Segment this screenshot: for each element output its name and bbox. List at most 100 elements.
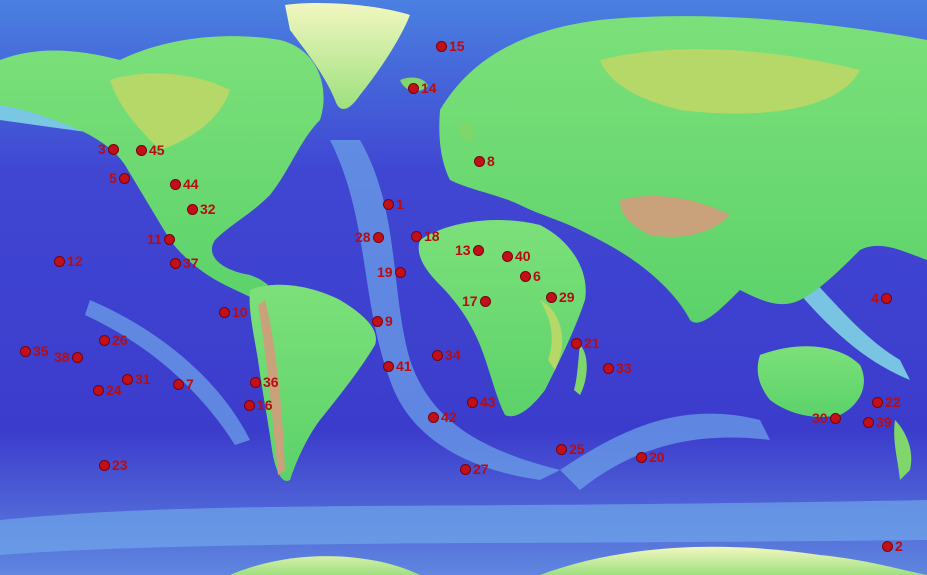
marker-dot-icon bbox=[436, 41, 447, 52]
marker-dot-icon bbox=[118, 173, 130, 184]
marker-label: 23 bbox=[112, 457, 128, 473]
marker-dot-icon bbox=[383, 199, 394, 210]
site-marker-42[interactable]: 42 bbox=[428, 408, 457, 426]
site-marker-20[interactable]: 20 bbox=[636, 448, 665, 466]
site-marker-13[interactable]: 13 bbox=[455, 241, 484, 259]
marker-dot-icon bbox=[170, 258, 181, 269]
greenland-land bbox=[285, 3, 410, 110]
site-marker-27[interactable]: 27 bbox=[460, 460, 489, 478]
marker-label: 3 bbox=[98, 141, 106, 157]
marker-dot-icon bbox=[636, 452, 647, 463]
site-marker-35[interactable]: 35 bbox=[20, 342, 49, 360]
site-marker-24[interactable]: 24 bbox=[93, 381, 122, 399]
site-marker-12[interactable]: 12 bbox=[54, 252, 83, 270]
marker-label: 26 bbox=[112, 332, 128, 348]
marker-dot-icon bbox=[93, 385, 104, 396]
marker-label: 12 bbox=[67, 253, 83, 269]
site-marker-1[interactable]: 1 bbox=[383, 195, 404, 213]
site-marker-3[interactable]: 3 bbox=[98, 140, 119, 158]
site-marker-21[interactable]: 21 bbox=[571, 334, 600, 352]
marker-label: 25 bbox=[569, 441, 585, 457]
site-marker-18[interactable]: 18 bbox=[411, 227, 440, 245]
marker-label: 31 bbox=[135, 371, 151, 387]
marker-label: 29 bbox=[559, 289, 575, 305]
site-marker-43[interactable]: 43 bbox=[467, 393, 496, 411]
marker-label: 34 bbox=[445, 347, 461, 363]
site-marker-37[interactable]: 37 bbox=[170, 254, 199, 272]
site-marker-16[interactable]: 16 bbox=[244, 396, 273, 414]
marker-label: 42 bbox=[441, 409, 457, 425]
site-marker-8[interactable]: 8 bbox=[474, 152, 495, 170]
marker-dot-icon bbox=[460, 464, 471, 475]
marker-dot-icon bbox=[571, 338, 582, 349]
marker-label: 7 bbox=[186, 376, 194, 392]
site-marker-45[interactable]: 45 bbox=[136, 141, 165, 159]
marker-dot-icon bbox=[122, 374, 133, 385]
site-marker-41[interactable]: 41 bbox=[383, 357, 412, 375]
marker-label: 24 bbox=[106, 382, 122, 398]
marker-dot-icon bbox=[136, 145, 147, 156]
site-marker-25[interactable]: 25 bbox=[556, 440, 585, 458]
marker-dot-icon bbox=[556, 444, 567, 455]
antarctica-land bbox=[230, 546, 927, 575]
marker-label: 30 bbox=[812, 410, 828, 426]
marker-dot-icon bbox=[472, 245, 484, 256]
marker-label: 21 bbox=[584, 335, 600, 351]
marker-label: 1 bbox=[396, 196, 404, 212]
marker-dot-icon bbox=[99, 335, 110, 346]
marker-dot-icon bbox=[219, 307, 230, 318]
marker-label: 9 bbox=[385, 313, 393, 329]
marker-label: 37 bbox=[183, 255, 199, 271]
site-marker-11[interactable]: 11 bbox=[147, 230, 175, 248]
marker-dot-icon bbox=[474, 156, 485, 167]
marker-dot-icon bbox=[163, 234, 175, 245]
site-marker-10[interactable]: 10 bbox=[219, 303, 248, 321]
marker-label: 17 bbox=[462, 293, 478, 309]
marker-dot-icon bbox=[250, 377, 261, 388]
site-marker-32[interactable]: 32 bbox=[187, 200, 216, 218]
site-marker-30[interactable]: 30 bbox=[812, 409, 841, 427]
site-marker-7[interactable]: 7 bbox=[173, 375, 194, 393]
site-marker-40[interactable]: 40 bbox=[502, 247, 531, 265]
marker-label: 2 bbox=[895, 538, 903, 554]
site-marker-34[interactable]: 34 bbox=[432, 346, 461, 364]
marker-label: 19 bbox=[377, 264, 393, 280]
marker-dot-icon bbox=[187, 204, 198, 215]
site-marker-15[interactable]: 15 bbox=[436, 37, 465, 55]
site-marker-28[interactable]: 28 bbox=[355, 228, 384, 246]
marker-dot-icon bbox=[170, 179, 181, 190]
site-marker-38[interactable]: 38 bbox=[54, 348, 83, 366]
site-marker-29[interactable]: 29 bbox=[546, 288, 575, 306]
site-marker-17[interactable]: 17 bbox=[462, 292, 491, 310]
marker-label: 20 bbox=[649, 449, 665, 465]
site-marker-39[interactable]: 39 bbox=[863, 413, 892, 431]
site-marker-22[interactable]: 22 bbox=[872, 393, 901, 411]
marker-label: 5 bbox=[109, 170, 117, 186]
marker-dot-icon bbox=[20, 346, 31, 357]
site-marker-14[interactable]: 14 bbox=[408, 79, 437, 97]
marker-dot-icon bbox=[383, 361, 394, 372]
site-marker-9[interactable]: 9 bbox=[372, 312, 393, 330]
site-marker-36[interactable]: 36 bbox=[250, 373, 279, 391]
marker-label: 35 bbox=[33, 343, 49, 359]
site-marker-6[interactable]: 6 bbox=[520, 267, 541, 285]
marker-label: 45 bbox=[149, 142, 165, 158]
marker-dot-icon bbox=[99, 460, 110, 471]
marker-label: 6 bbox=[533, 268, 541, 284]
marker-label: 41 bbox=[396, 358, 412, 374]
site-marker-4[interactable]: 4 bbox=[871, 289, 892, 307]
australia-land bbox=[757, 346, 864, 417]
site-marker-2[interactable]: 2 bbox=[882, 537, 903, 555]
site-marker-23[interactable]: 23 bbox=[99, 456, 128, 474]
site-marker-31[interactable]: 31 bbox=[122, 370, 151, 388]
marker-dot-icon bbox=[372, 232, 384, 243]
site-marker-33[interactable]: 33 bbox=[603, 359, 632, 377]
marker-label: 32 bbox=[200, 201, 216, 217]
marker-dot-icon bbox=[428, 412, 439, 423]
site-marker-44[interactable]: 44 bbox=[170, 175, 199, 193]
site-marker-5[interactable]: 5 bbox=[109, 169, 130, 187]
site-marker-19[interactable]: 19 bbox=[377, 263, 406, 281]
site-marker-26[interactable]: 26 bbox=[99, 331, 128, 349]
marker-dot-icon bbox=[880, 293, 892, 304]
marker-label: 22 bbox=[885, 394, 901, 410]
